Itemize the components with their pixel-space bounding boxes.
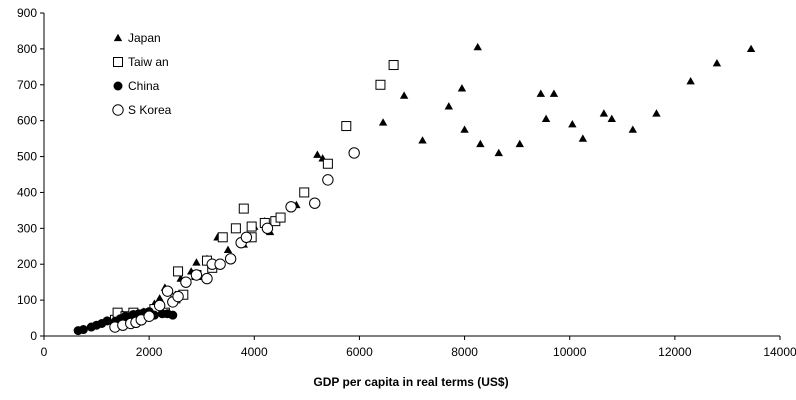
legend-label-s-korea: S Korea [128,103,172,117]
japan-point [568,120,577,128]
y-tick-label: 400 [17,185,37,199]
legend-marker-s-korea [112,104,124,116]
japan-point [652,109,661,117]
y-tick-label: 200 [17,257,37,271]
s-korea-point [180,276,192,288]
taiw-an-point [388,60,399,71]
x-tick-label: 10000 [553,345,587,359]
s-korea-point [161,285,174,297]
s-korea-point [348,147,360,159]
china-point [102,316,112,326]
s-korea-point [285,201,297,213]
legend-marker-china [113,81,123,91]
taiw-an-point [217,232,228,243]
taiw-an-point [275,212,286,223]
s-korea-point [214,258,226,270]
data-points [73,42,756,336]
japan-point [399,91,409,99]
y-tick-label: 300 [17,221,37,235]
y-tick-label: 0 [30,329,37,343]
s-korea-point [172,290,184,303]
japan-point [515,139,524,148]
s-korea-point [309,197,321,209]
japan-point [192,258,201,266]
taiw-an-point [238,203,249,214]
japan-point [457,84,467,92]
y-tick-label: 900 [17,6,37,20]
taiw-an-point [322,158,333,169]
s-korea-point [261,222,274,235]
legend-item-japan: Japan [113,31,161,45]
japan-point [599,109,609,117]
legend-marker-japan [113,33,123,42]
taiw-an-point [299,187,310,198]
s-korea-point [190,269,203,281]
taiw-an-point [375,79,386,90]
y-axis: 0 100 200 300 400 500 600 700 800 900 [17,6,45,343]
s-korea-point [240,231,253,244]
japan-point [473,42,482,51]
taiw-an-point [341,121,352,132]
japan-point [536,89,545,97]
japan-point [686,76,695,85]
x-tick-label: 12000 [658,345,692,359]
legend-label-china: China [128,79,160,93]
japan-point [494,148,503,157]
s-korea-point [322,174,334,186]
x-tick-label: 0 [41,345,48,359]
legend: Japan Taiw an China S Korea [112,31,172,117]
y-tick-label: 500 [17,150,37,164]
japan-point [378,118,388,126]
y-tick-label: 100 [17,293,37,307]
x-ticks: 0 2000 4000 6000 8000 10000 12000 14000 [41,336,796,359]
japan-point [313,150,322,158]
y-tick-label: 800 [17,42,37,56]
japan-point [223,245,233,254]
japan-point [628,125,637,133]
y-ticks: 0 100 200 300 400 500 600 700 800 900 [17,6,44,343]
japan-point [444,102,453,110]
china-point [168,310,178,320]
x-axis-title: GDP per capita in real terms (US$) [313,375,508,389]
japan-point [549,89,559,97]
japan-point [460,125,469,133]
legend-label-japan: Japan [128,31,161,45]
legend-label-taiw-an: Taiw an [128,55,169,69]
s-korea-point [201,272,213,285]
japan-point [541,114,551,123]
taiw-an-point [246,221,257,232]
japan-point [712,59,722,67]
japan-point [578,134,588,142]
y-tick-label: 700 [17,78,37,92]
s-korea-point [153,299,166,312]
legend-item-taiw-an: Taiw an [113,55,169,69]
japan-point [155,294,164,302]
japan-point [607,114,616,123]
series-s-korea [109,147,360,333]
taiw-an-point [230,223,241,234]
japan-point [476,139,485,148]
s-korea-point [143,310,155,322]
x-tick-label: 6000 [346,345,373,359]
taiw-an-point [173,266,184,277]
y-tick-label: 600 [17,114,37,128]
s-korea-point [224,253,237,265]
china-point [120,311,130,321]
legend-item-china: China [113,79,160,93]
x-tick-label: 8000 [451,345,478,359]
japan-point [418,136,427,144]
x-axis: 0 2000 4000 6000 8000 10000 12000 14000 [41,335,796,359]
x-tick-label: 14000 [763,345,796,359]
series-taiw-an [109,60,399,325]
japan-point [746,44,756,53]
series-japan [118,42,756,318]
legend-marker-taiw-an [113,57,123,67]
x-tick-label: 2000 [136,345,163,359]
x-tick-label: 4000 [241,345,268,359]
legend-item-s-korea: S Korea [112,103,172,117]
china-point [78,325,88,335]
